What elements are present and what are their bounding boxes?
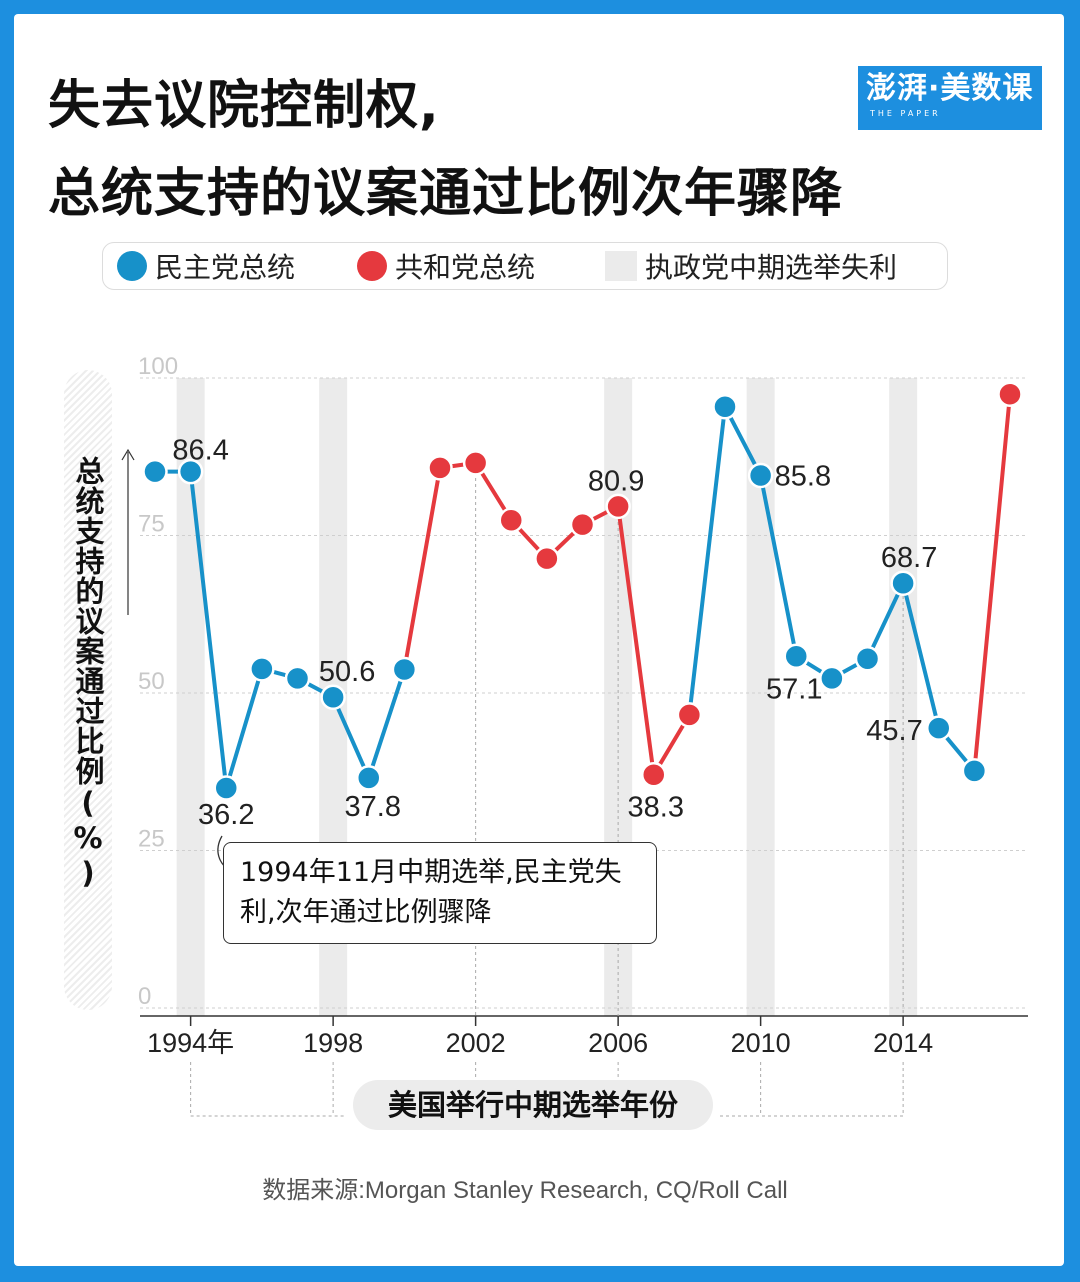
data-label-2010: 85.8 — [775, 460, 831, 492]
data-point-1993 — [142, 458, 168, 485]
data-point-2000 — [391, 656, 418, 683]
data-point-2005 — [569, 511, 596, 538]
legend-swatch-midterm-loss — [605, 251, 637, 281]
legend-label-midterm-loss: 执政党中期选举失利 — [645, 251, 898, 284]
series-segment-2014-2015 — [901, 581, 941, 731]
data-point-2012 — [819, 665, 845, 692]
x-tick-label-2014: 2014 — [873, 1028, 933, 1058]
series-segment-2016-2017 — [972, 392, 1012, 773]
data-point-2017 — [997, 381, 1023, 407]
x-tick-label-2010: 2010 — [731, 1028, 791, 1058]
y-tick-label-0: 0 — [138, 983, 151, 1010]
series-segment-1995-1996 — [224, 666, 264, 790]
y-tick-label-75: 75 — [138, 511, 165, 538]
data-label-1995: 36.2 — [198, 799, 254, 831]
x-tick-label-1994: 1994年 — [147, 1028, 234, 1058]
data-label-2007: 38.3 — [628, 792, 684, 824]
series-segment-2010-2011 — [758, 473, 799, 659]
data-point-2008 — [676, 702, 703, 728]
data-point-2010 — [747, 462, 774, 489]
data-point-2009 — [712, 394, 738, 420]
data-label-1998: 50.6 — [319, 656, 375, 688]
x-axis-title: 美国举行中期选举年份 — [353, 1080, 713, 1130]
legend-swatch-democrat — [117, 251, 147, 281]
y-axis-title: 总统支持的议案通过比例(%) — [71, 456, 105, 891]
data-point-2014 — [890, 570, 916, 596]
data-point-2016 — [961, 758, 988, 784]
data-label-2014: 68.7 — [881, 542, 937, 574]
y-tick-label-50: 50 — [138, 668, 165, 695]
y-axis-arrow-head — [121, 448, 135, 461]
brand-logo-text: 澎湃·美数课 — [866, 71, 1034, 106]
data-point-2001 — [427, 455, 453, 481]
data-point-2011 — [783, 643, 809, 670]
y-tick-label-25: 25 — [138, 826, 165, 853]
legend-label-democrat: 民主党总统 — [155, 251, 296, 284]
series-segment-1998-1999 — [331, 695, 371, 780]
data-label-2015: 45.7 — [866, 715, 922, 747]
data-point-2002 — [462, 450, 489, 476]
data-point-2003 — [498, 507, 524, 533]
series-segment-2000-2001 — [402, 465, 442, 672]
data-point-1998 — [320, 684, 346, 710]
title-line-2: 总统支持的议案通过比例次年骤降 — [48, 164, 844, 224]
brand-logo: 澎湃·美数课 THE PAPER — [858, 66, 1042, 130]
data-point-1996 — [249, 656, 275, 682]
legend-item-republican: 共和党总统 — [357, 243, 535, 289]
data-point-1999 — [356, 765, 382, 791]
data-point-1995 — [213, 775, 239, 801]
data-point-1994 — [177, 458, 204, 485]
data-label-2011: 57.1 — [766, 673, 822, 705]
data-point-2013 — [854, 646, 881, 672]
x-tick-label-2002: 2002 — [446, 1028, 506, 1058]
series-segment-2006-2007 — [616, 504, 656, 777]
data-point-1997 — [284, 665, 311, 692]
page-title: 失去议院控制权, 总统支持的议案通过比例次年骤降 — [48, 62, 843, 238]
legend-item-midterm-loss: 执政党中期选举失利 — [605, 243, 897, 289]
series-segment-2008-2009 — [687, 404, 727, 717]
data-source: 数据来源:Morgan Stanley Research, CQ/Roll Ca… — [262, 1177, 788, 1204]
data-label-1994: 86.4 — [172, 435, 228, 467]
series-segment-2013-2014 — [865, 581, 906, 661]
annotation-callout: 1994年11月中期选举,民主党失利,次年通过比例骤降 — [223, 842, 657, 944]
brand-logo-subtext: THE PAPER — [870, 109, 941, 118]
y-axis-title-panel: 总统支持的议案通过比例(%) — [64, 370, 112, 1010]
legend-label-republican: 共和党总统 — [395, 251, 536, 284]
legend-item-democrat: 民主党总统 — [117, 243, 295, 289]
y-tick-label-100: 100 — [138, 353, 178, 380]
series-segment-1999-2000 — [366, 667, 407, 780]
data-label-2006: 80.9 — [588, 465, 644, 497]
series-segment-1994-1995 — [188, 469, 229, 790]
data-point-2006 — [605, 493, 631, 520]
data-point-2004 — [534, 545, 560, 572]
data-point-2007 — [641, 761, 667, 788]
legend-swatch-republican — [357, 251, 387, 281]
data-label-1999: 37.8 — [345, 791, 401, 823]
title-line-1: 失去议院控制权, — [48, 76, 440, 136]
series-segment-2009-2010 — [723, 404, 763, 478]
x-tick-label-1998: 1998 — [303, 1028, 363, 1058]
data-point-2015 — [926, 715, 952, 741]
chart-legend: 民主党总统 共和党总统 执政党中期选举失利 — [102, 242, 948, 290]
x-tick-label-2006: 2006 — [588, 1028, 648, 1058]
